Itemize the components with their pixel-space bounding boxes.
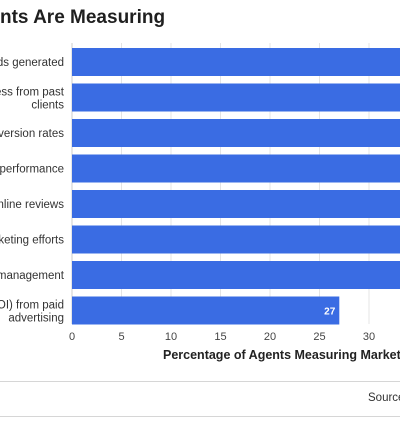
category-label: ds generated <box>0 57 64 69</box>
x-axis-title: Percentage of Agents Measuring Marketing <box>163 348 400 362</box>
category-label-line: advertising <box>8 313 64 325</box>
bars: 27 <box>72 48 400 325</box>
chart-title: nts Are Measuring <box>0 7 166 28</box>
category-label: keting efforts <box>0 235 64 247</box>
category-label-line: ess from past <box>0 87 65 99</box>
bar <box>72 83 400 112</box>
category-label: version rates <box>0 128 64 140</box>
source-label: Source <box>368 392 400 404</box>
footer-divider-bottom <box>0 416 400 417</box>
category-label-line: clients <box>31 100 64 112</box>
bar <box>72 225 400 254</box>
bar <box>72 261 400 289</box>
x-tick-label: 15 <box>214 331 226 343</box>
data-label: 27 <box>324 307 336 318</box>
bar-chart: 27 ds generated ess from past clients versi… <box>0 43 400 343</box>
footer-divider-top <box>0 381 400 382</box>
category-label: ess from past clients <box>0 87 65 112</box>
x-tick-label: 25 <box>313 331 325 343</box>
x-tick-labels: 0 5 10 15 20 25 30 <box>69 331 375 343</box>
bar <box>72 296 340 325</box>
bar <box>72 119 400 147</box>
x-tick-label: 20 <box>264 331 276 343</box>
bar <box>72 48 400 76</box>
bar <box>72 190 400 218</box>
x-tick-label: 30 <box>363 331 375 343</box>
category-label: nline reviews <box>0 199 64 211</box>
category-label: OI) from paid advertising <box>0 300 64 325</box>
bar <box>72 154 400 183</box>
category-label: management <box>0 270 65 282</box>
x-tick-label: 0 <box>69 331 75 343</box>
x-tick-label: 10 <box>165 331 177 343</box>
x-tick-label: 5 <box>118 331 124 343</box>
category-labels: ds generated ess from past clients version … <box>0 57 65 325</box>
category-label: performance <box>0 164 64 176</box>
category-label-line: OI) from paid <box>0 300 64 312</box>
